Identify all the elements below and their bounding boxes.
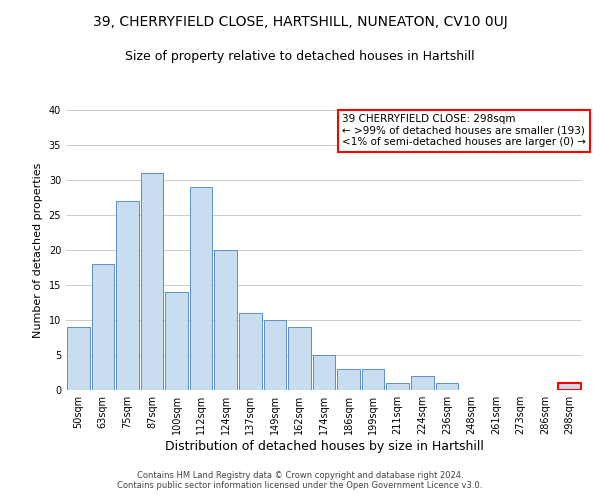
Text: Size of property relative to detached houses in Hartshill: Size of property relative to detached ho… (125, 50, 475, 63)
Bar (67, 327, 89, 390)
Text: 39, CHERRYFIELD CLOSE, HARTSHILL, NUNEATON, CV10 0UJ: 39, CHERRYFIELD CLOSE, HARTSHILL, NUNEAT… (92, 15, 508, 29)
Bar (411, 376, 434, 390)
Bar (214, 250, 237, 390)
Bar (140, 173, 163, 390)
Bar (92, 264, 114, 390)
Bar (436, 383, 458, 390)
Bar (313, 355, 335, 390)
Y-axis label: Number of detached properties: Number of detached properties (33, 162, 43, 338)
Bar (239, 313, 262, 390)
X-axis label: Distribution of detached houses by size in Hartshill: Distribution of detached houses by size … (164, 440, 484, 453)
Bar (116, 201, 139, 390)
Bar (362, 369, 385, 390)
Bar (559, 383, 581, 390)
Bar (337, 369, 360, 390)
Text: Contains HM Land Registry data © Crown copyright and database right 2024.
Contai: Contains HM Land Registry data © Crown c… (118, 470, 482, 490)
Bar (288, 327, 311, 390)
Bar (165, 292, 188, 390)
Bar (386, 383, 409, 390)
Bar (263, 320, 286, 390)
Bar (190, 187, 212, 390)
Text: 39 CHERRYFIELD CLOSE: 298sqm
← >99% of detached houses are smaller (193)
<1% of : 39 CHERRYFIELD CLOSE: 298sqm ← >99% of d… (342, 114, 586, 148)
